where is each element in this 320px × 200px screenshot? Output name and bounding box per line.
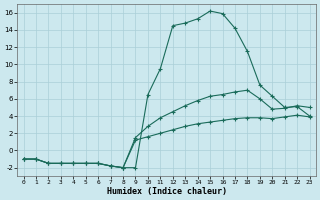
X-axis label: Humidex (Indice chaleur): Humidex (Indice chaleur) — [107, 187, 227, 196]
